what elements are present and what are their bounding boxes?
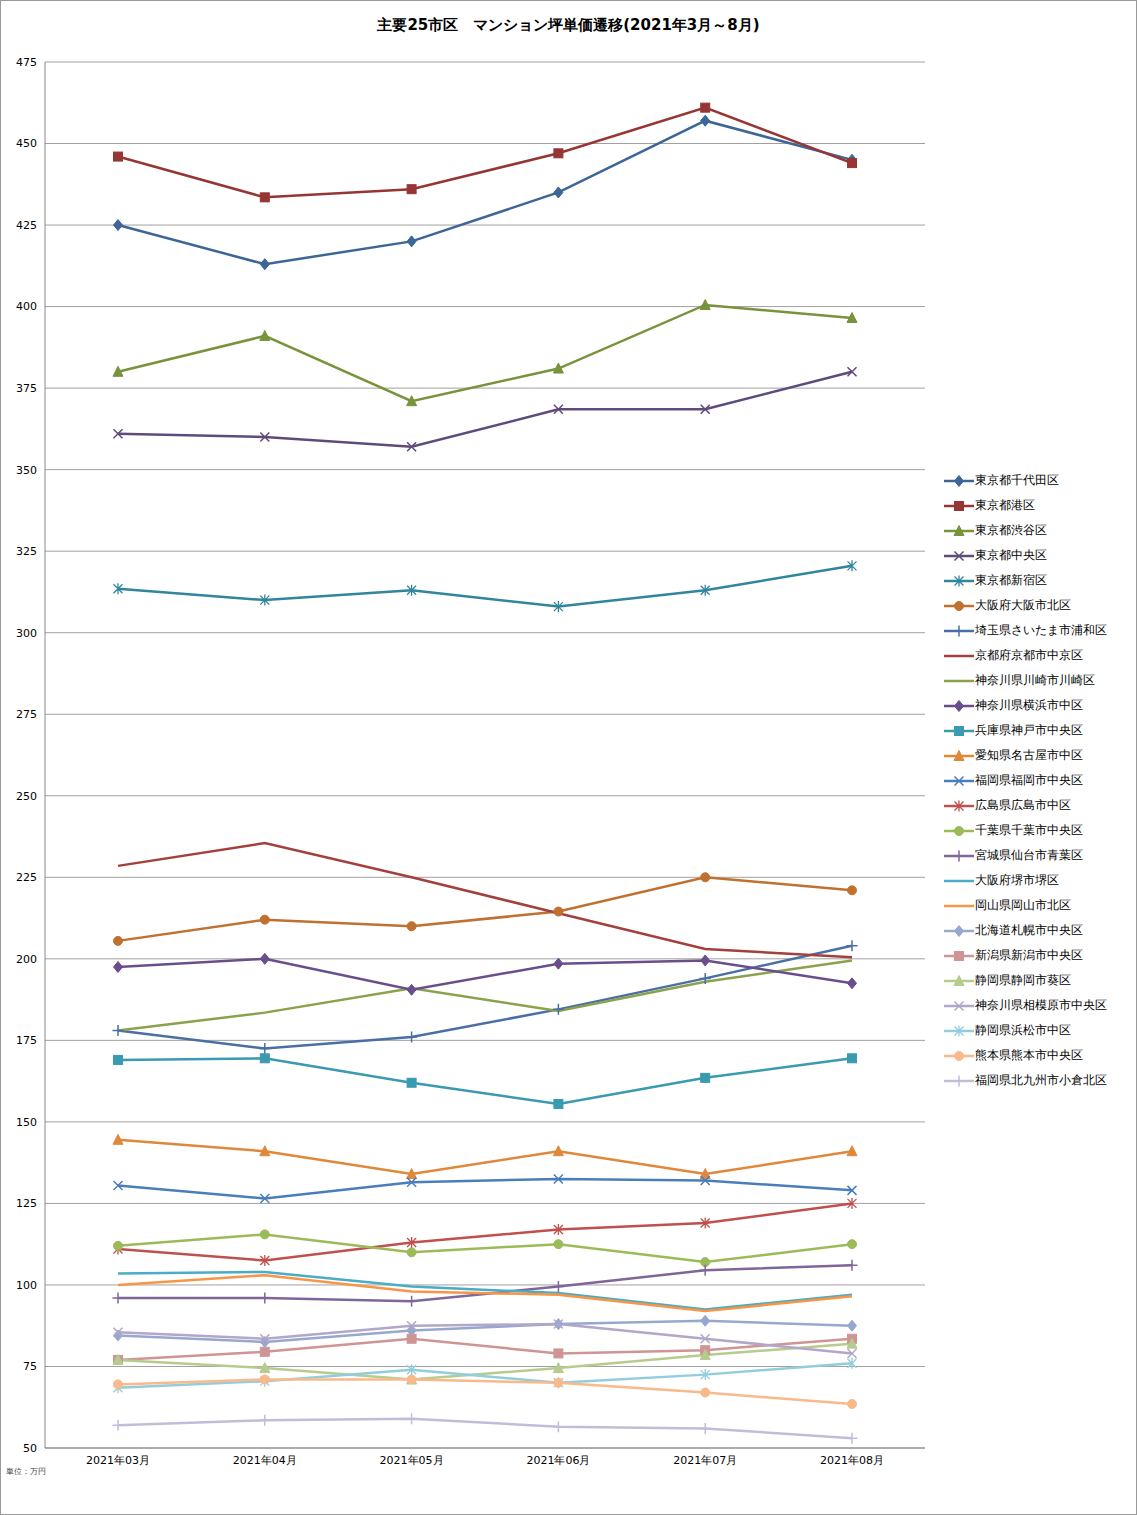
svg-text:2021年05月: 2021年05月 — [380, 1454, 444, 1467]
svg-text:200: 200 — [16, 953, 37, 966]
svg-text:2021年06月: 2021年06月 — [526, 1454, 590, 1467]
html-text:北海道札幌市中央区: 北海道札幌市中央区 — [975, 923, 1083, 937]
svg-text:125: 125 — [16, 1197, 37, 1210]
html-text:静岡県浜松市中区: 静岡県浜松市中区 — [975, 1023, 1071, 1037]
html-text:熊本県熊本市中央区: 熊本県熊本市中央区 — [975, 1048, 1083, 1062]
svg-text:2021年03月: 2021年03月 — [86, 1454, 150, 1467]
html-text:新潟県新潟市中央区: 新潟県新潟市中央区 — [975, 948, 1083, 962]
svg-text:2021年07月: 2021年07月 — [673, 1454, 737, 1467]
html-text:福岡県福岡市中央区: 福岡県福岡市中央区 — [975, 773, 1083, 787]
svg-text:50: 50 — [23, 1442, 37, 1455]
html-text:神奈川県川崎市川崎区: 神奈川県川崎市川崎区 — [975, 673, 1095, 687]
html-text:東京都中央区: 東京都中央区 — [975, 548, 1047, 562]
svg-text:300: 300 — [16, 627, 37, 640]
svg-text:250: 250 — [16, 790, 37, 803]
html-text:千葉県千葉市中央区: 千葉県千葉市中央区 — [975, 823, 1083, 837]
html-text:東京都港区: 東京都港区 — [975, 498, 1035, 512]
html-text:愛知県名古屋市中区: 愛知県名古屋市中区 — [975, 748, 1083, 762]
svg-text:75: 75 — [23, 1360, 37, 1373]
svg-text:475: 475 — [16, 56, 37, 69]
svg-text:375: 375 — [16, 382, 37, 395]
svg-text:175: 175 — [16, 1034, 37, 1047]
html-text:埼玉県さいたま市浦和区: 埼玉県さいたま市浦和区 — [975, 623, 1107, 637]
html-text:大阪府堺市堺区: 大阪府堺市堺区 — [975, 873, 1059, 887]
html-text:神奈川県相模原市中央区: 神奈川県相模原市中央区 — [975, 998, 1107, 1012]
html-text:大阪府大阪市北区: 大阪府大阪市北区 — [975, 598, 1071, 612]
html-text:東京都渋谷区: 東京都渋谷区 — [975, 523, 1047, 537]
html-text:静岡県静岡市葵区: 静岡県静岡市葵区 — [975, 973, 1071, 987]
html-text:主要25市区 マンション坪単価遷移(2021年3月～8月): 主要25市区 マンション坪単価遷移(2021年3月～8月) — [377, 16, 760, 34]
html-text:神奈川県横浜市中区: 神奈川県横浜市中区 — [975, 698, 1083, 712]
svg-text:425: 425 — [16, 219, 37, 232]
svg-text:400: 400 — [16, 300, 37, 313]
svg-text:150: 150 — [16, 1116, 37, 1129]
html-text:福岡県北九州市小倉北区: 福岡県北九州市小倉北区 — [975, 1073, 1107, 1087]
html-text:宮城県仙台市青葉区: 宮城県仙台市青葉区 — [975, 848, 1083, 862]
svg-text:2021年08月: 2021年08月 — [820, 1454, 884, 1467]
html-text:岡山県岡山市北区: 岡山県岡山市北区 — [975, 898, 1071, 912]
html-text:広島県広島市中区: 広島県広島市中区 — [975, 798, 1071, 812]
html-text:兵庫県神戸市中央区: 兵庫県神戸市中央区 — [975, 723, 1083, 737]
html-text:東京都千代田区: 東京都千代田区 — [975, 473, 1059, 487]
svg-text:350: 350 — [16, 464, 37, 477]
svg-text:100: 100 — [16, 1279, 37, 1292]
svg-text:2021年04月: 2021年04月 — [233, 1454, 297, 1467]
svg-text:275: 275 — [16, 708, 37, 721]
svg-text:225: 225 — [16, 871, 37, 884]
html-text:単位：万円: 単位：万円 — [6, 1467, 46, 1476]
html-text:東京都新宿区: 東京都新宿区 — [975, 573, 1047, 587]
svg-text:325: 325 — [16, 545, 37, 558]
html-text:京都府京都市中京区: 京都府京都市中京区 — [975, 648, 1083, 662]
svg-text:450: 450 — [16, 137, 37, 150]
